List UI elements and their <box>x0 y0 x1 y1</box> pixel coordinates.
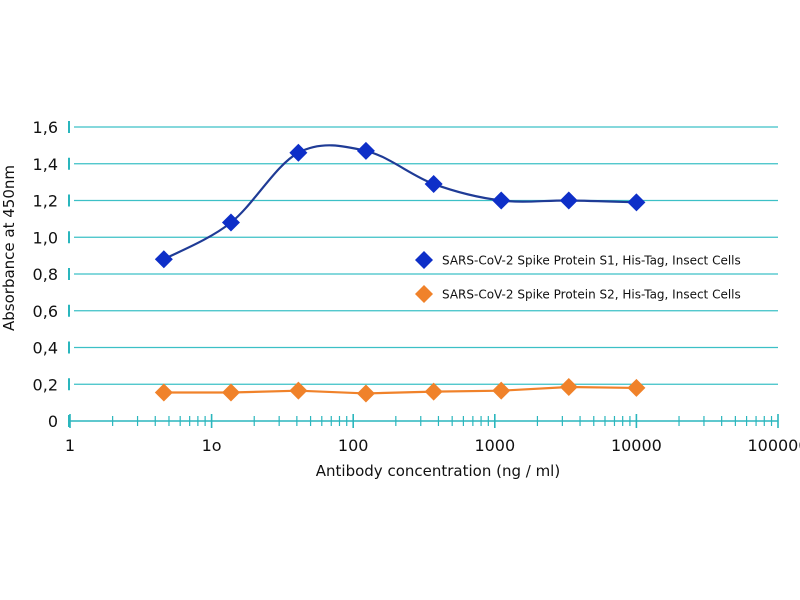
y-tick-label: 0 <box>48 412 58 431</box>
data-point-series-2 <box>559 378 578 397</box>
y-tick-label: 1,2 <box>33 192 58 211</box>
x-tick-label: 100000 <box>747 436 800 455</box>
x-tick-label: 1 <box>65 436 75 455</box>
data-point-series-1 <box>424 174 443 193</box>
data-point-series-1 <box>221 213 240 232</box>
data-point-series-2 <box>356 384 375 403</box>
x-axis-label: Antibody concentration (ng / ml) <box>316 462 560 480</box>
legend-label-1: SARS-CoV-2 Spike Protein S1, His-Tag, In… <box>442 254 741 268</box>
legend-marker-2 <box>415 285 433 303</box>
data-point-series-1 <box>492 191 511 210</box>
y-tick-label: 0,6 <box>33 302 58 321</box>
x-tick-label: 1000 <box>474 436 515 455</box>
series <box>154 141 646 403</box>
series-line-2 <box>163 385 637 395</box>
data-point-series-2 <box>492 381 511 400</box>
grid <box>74 126 778 385</box>
data-point-series-2 <box>221 383 240 402</box>
x-tick-label: 1o <box>202 436 222 455</box>
data-point-series-2 <box>627 378 646 397</box>
y-tick-label: 1,6 <box>33 118 58 137</box>
x-tick-label: 100 <box>338 436 369 455</box>
y-tick-label: 1,4 <box>33 155 58 174</box>
data-point-series-2 <box>424 382 443 401</box>
y-tick-label: 0,8 <box>33 265 58 284</box>
y-tick-label: 0,2 <box>33 375 58 394</box>
data-point-series-1 <box>154 250 173 269</box>
data-point-series-1 <box>627 193 646 212</box>
legend-label-2: SARS-CoV-2 Spike Protein S2, His-Tag, In… <box>442 288 741 302</box>
y-tick-label: 0,4 <box>33 339 58 358</box>
legend: SARS-CoV-2 Spike Protein S1, His-Tag, In… <box>415 251 741 303</box>
data-point-series-2 <box>154 383 173 402</box>
data-point-series-1 <box>289 143 308 162</box>
y-tick-label: 1,0 <box>33 228 58 247</box>
data-point-series-1 <box>356 141 375 160</box>
legend-marker-1 <box>415 251 433 269</box>
data-point-series-1 <box>559 191 578 210</box>
data-point-series-2 <box>289 381 308 400</box>
x-tick-label: 10000 <box>611 436 662 455</box>
axes: 0 0,2 0,4 0,6 0,8 1,0 1,2 1,4 1,6 1 1o 100 1000 10000… <box>33 118 800 455</box>
y-axis-label: Absorbance at 450nm <box>0 165 18 331</box>
